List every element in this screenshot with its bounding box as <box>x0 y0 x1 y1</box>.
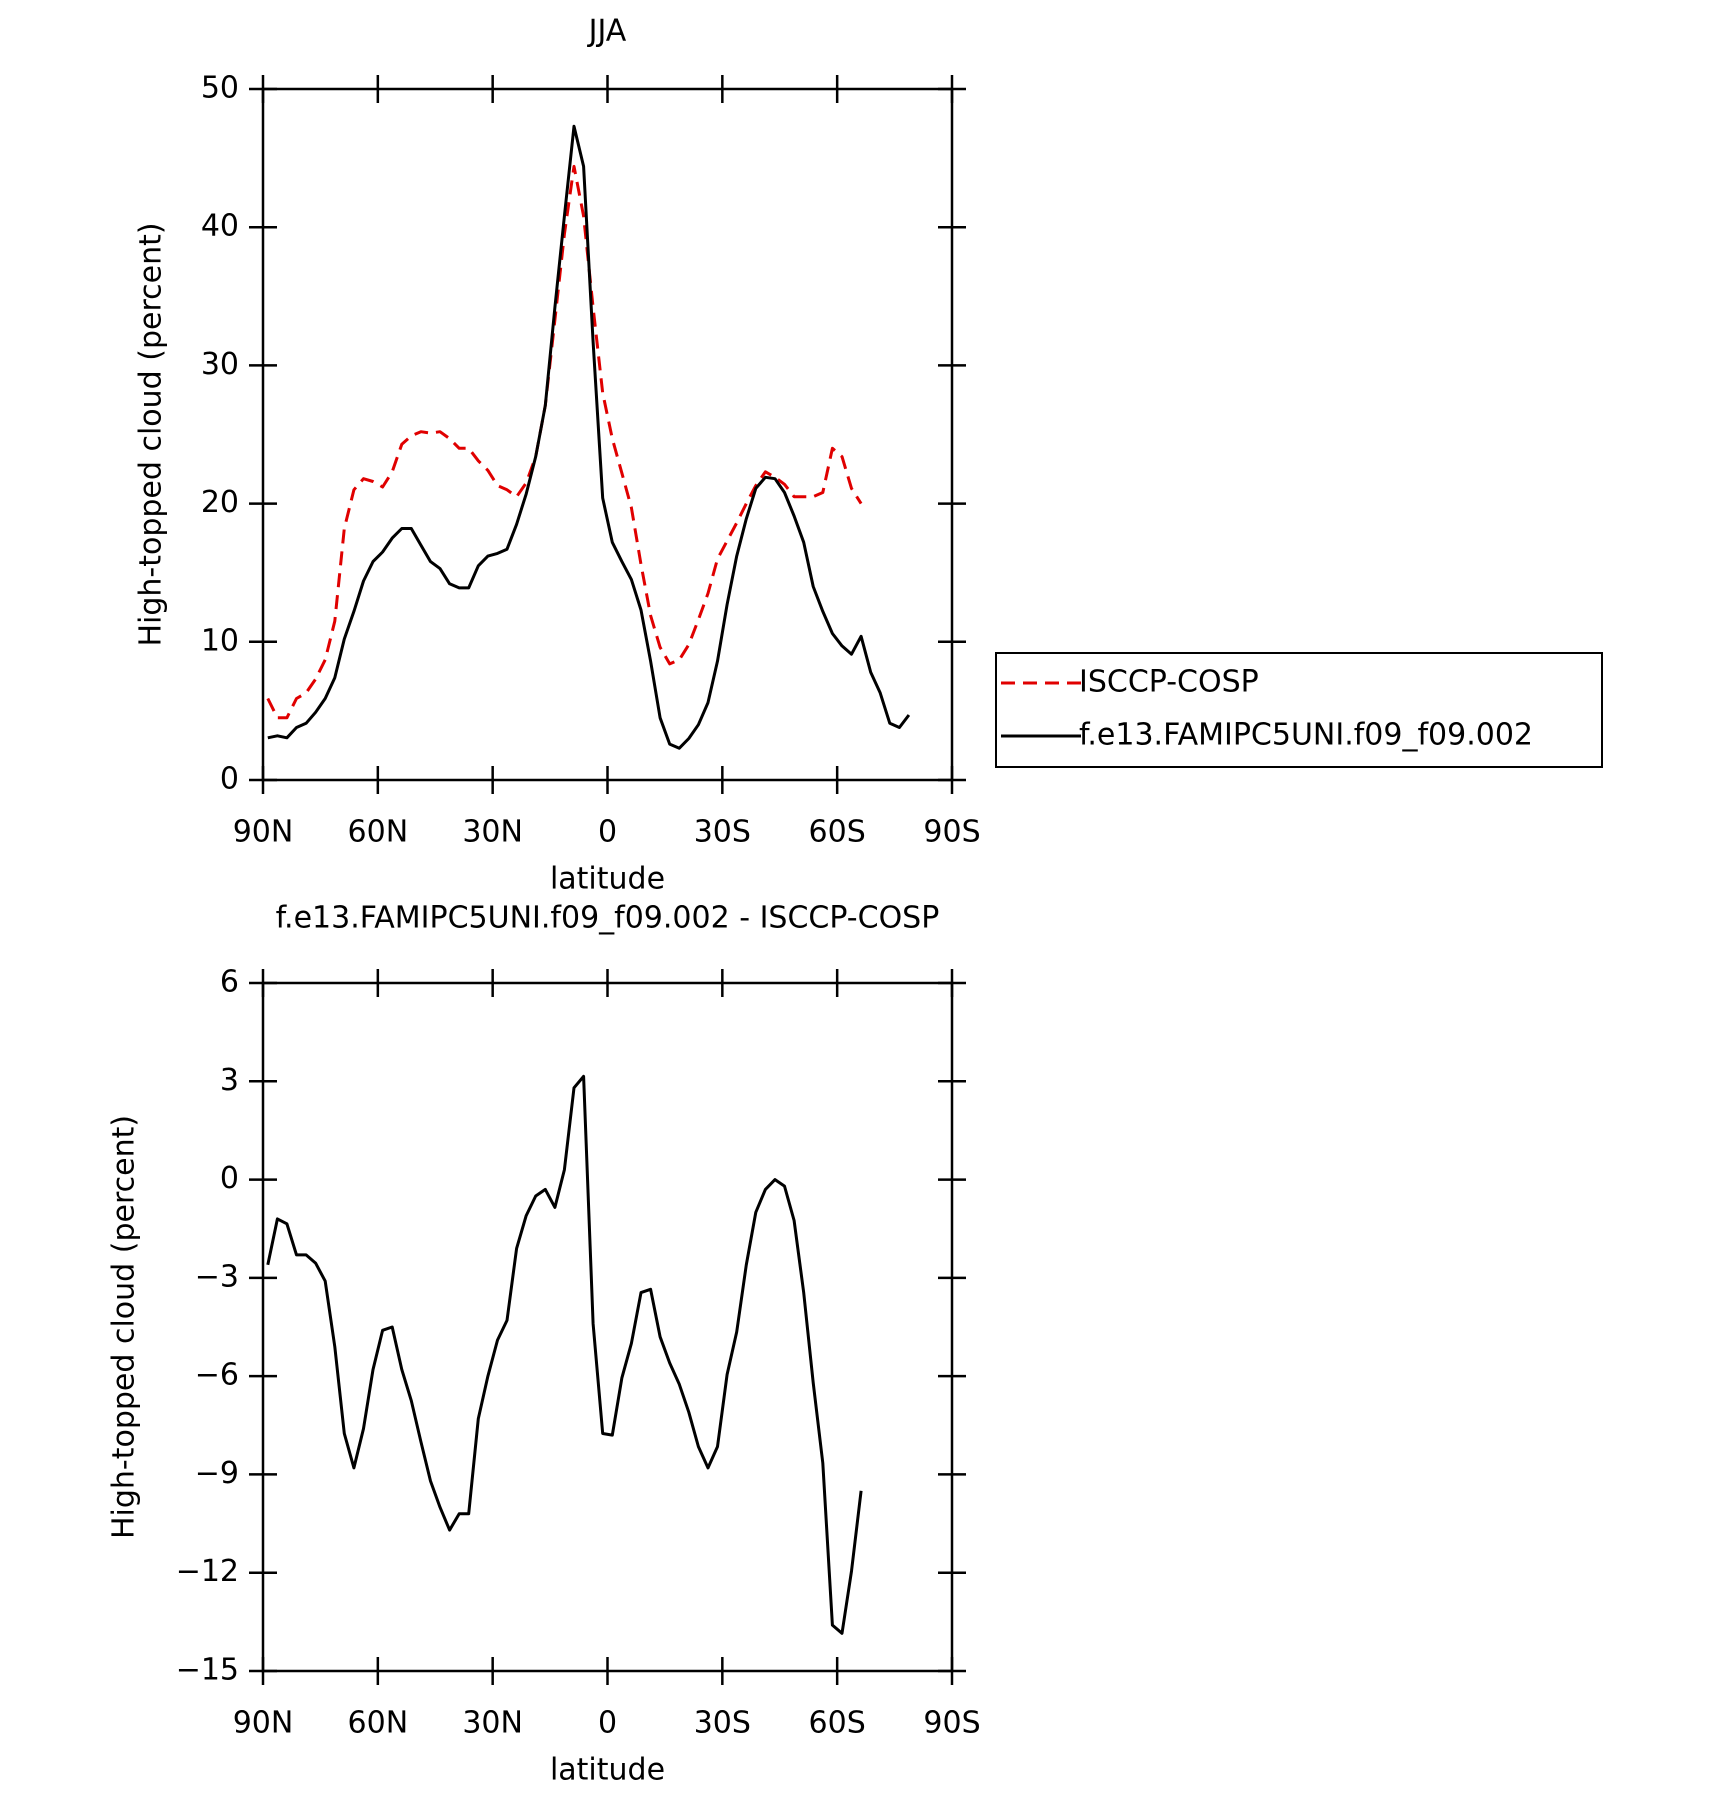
x-tick-label: 60S <box>809 815 866 850</box>
plot-frame <box>261 87 954 782</box>
chart-title: JJA <box>587 14 627 49</box>
legend-label: f.e13.FAMIPC5UNI.f09_f09.002 <box>1079 718 1533 753</box>
y-axis-label: High-topped cloud (percent) <box>134 222 169 646</box>
data-line <box>266 1074 863 1635</box>
y-tick-label: −12 <box>176 1554 239 1589</box>
x-tick-label: 0 <box>598 1706 617 1741</box>
y-tick-label: 3 <box>220 1063 239 1098</box>
y-axis-label: High-topped cloud (percent) <box>107 1115 142 1539</box>
x-axis-label: latitude <box>550 862 665 897</box>
x-tick-label: 90N <box>233 1706 294 1741</box>
x-tick-label: 90S <box>923 1706 980 1741</box>
y-tick-label: −6 <box>195 1358 239 1393</box>
legend-label: ISCCP-COSP <box>1079 665 1259 700</box>
y-tick-label: −9 <box>195 1456 239 1491</box>
y-tick-label: 40 <box>201 209 239 244</box>
chart-title: f.e13.FAMIPC5UNI.f09_f09.002 - ISCCP-COS… <box>276 901 940 936</box>
x-tick-label: 30S <box>694 1706 751 1741</box>
y-tick-label: −3 <box>195 1259 239 1294</box>
x-tick-label: 90S <box>923 815 980 850</box>
x-tick-label: 30N <box>462 1706 523 1741</box>
x-tick-label: 90N <box>233 815 294 850</box>
x-tick-label: 0 <box>598 815 617 850</box>
y-tick-label: 50 <box>201 71 239 106</box>
x-tick-label: 30S <box>694 815 751 850</box>
y-tick-label: −15 <box>176 1653 239 1688</box>
data-line <box>267 124 911 750</box>
x-axis-label: latitude <box>550 1753 665 1788</box>
y-tick-label: 0 <box>220 1161 239 1196</box>
legend-box <box>995 652 1603 768</box>
plot-frame <box>261 981 954 1673</box>
y-tick-label: 30 <box>201 347 239 382</box>
x-tick-label: 30N <box>462 815 523 850</box>
x-tick-label: 60N <box>348 1706 409 1741</box>
y-tick-label: 0 <box>220 762 239 797</box>
data-line <box>266 164 863 720</box>
x-tick-label: 60N <box>348 815 409 850</box>
x-tick-label: 60S <box>809 1706 866 1741</box>
y-tick-label: 20 <box>201 485 239 520</box>
y-tick-label: 10 <box>201 623 239 658</box>
y-tick-label: 6 <box>220 965 239 1000</box>
